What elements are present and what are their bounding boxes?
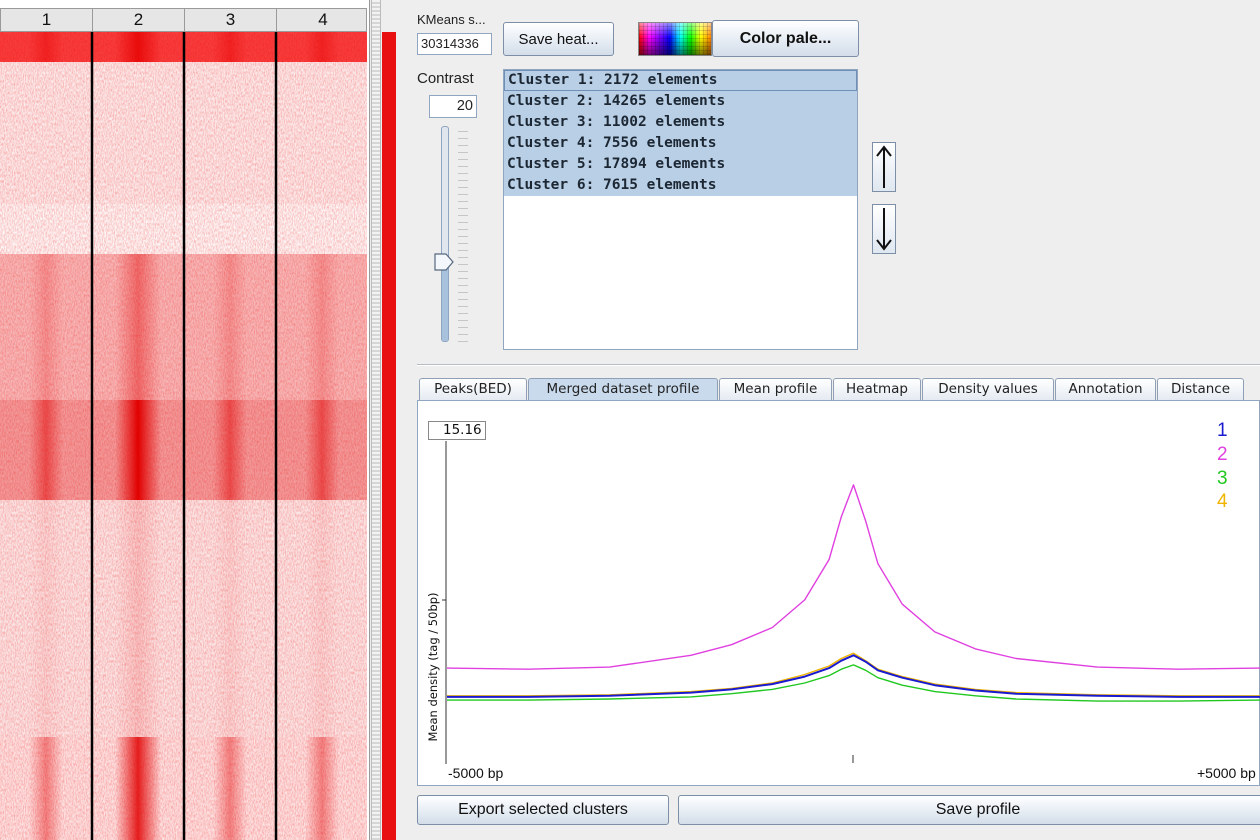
contrast-value-field[interactable]: 20	[429, 95, 477, 118]
save-heatmap-button[interactable]: Save heat...	[503, 22, 614, 56]
y-axis-max-field[interactable]: 15.16	[428, 421, 486, 440]
cluster-color-strip	[382, 32, 396, 840]
cluster-list-item[interactable]: Cluster 3: 11002 elements	[504, 112, 857, 133]
arrow-down-icon	[876, 208, 892, 251]
contrast-slider-fill	[442, 262, 448, 341]
tab-density-values[interactable]: Density values	[922, 378, 1054, 401]
tab-annotation[interactable]: Annotation	[1055, 378, 1156, 401]
move-cluster-down-button[interactable]	[872, 204, 896, 254]
profile-chart: Mean density (tag / 50bp) -5000 bp +5000…	[426, 441, 1260, 781]
kmeans-seed-label: KMeans s...	[417, 12, 486, 27]
legend-entry: 1	[1217, 420, 1228, 441]
series-line-1	[447, 654, 1260, 698]
legend-entry: 2	[1217, 444, 1228, 465]
move-cluster-up-button[interactable]	[872, 142, 896, 192]
x-axis-max-label: +5000 bp	[1197, 765, 1256, 781]
tab-distance[interactable]: Distance	[1157, 378, 1244, 401]
save-profile-button[interactable]: Save profile	[678, 795, 1260, 825]
cluster-list-item[interactable]: Cluster 6: 7615 elements	[504, 175, 857, 196]
heatmap-column-label: 4	[318, 10, 328, 29]
series-line-4	[447, 652, 1260, 697]
section-divider	[417, 364, 1260, 366]
cluster-list-item[interactable]: Cluster 1: 2172 elements	[504, 70, 857, 91]
tab-mean-profile[interactable]: Mean profile	[719, 378, 832, 401]
cluster-list-item[interactable]: Cluster 2: 14265 elements	[504, 91, 857, 112]
cluster-list-item[interactable]: Cluster 5: 17894 elements	[504, 154, 857, 175]
color-palette-swatch[interactable]	[638, 22, 712, 56]
contrast-slider-thumb[interactable]	[434, 253, 454, 271]
heatmap-column-label: 3	[185, 9, 277, 31]
kmeans-seed-field[interactable]: 30314336	[417, 33, 492, 55]
x-axis-min-label: -5000 bp	[448, 765, 503, 781]
heatmap-column-label: 2	[93, 9, 185, 31]
heatmap-column-label: 1	[1, 9, 93, 31]
tab-peaks-bed[interactable]: Peaks(BED)	[419, 378, 527, 401]
series-line-2	[446, 484, 1260, 670]
contrast-slider-track[interactable]	[441, 126, 449, 342]
contrast-slider-ticks	[458, 126, 468, 342]
legend-entry: 3	[1217, 468, 1228, 489]
cluster-list-item[interactable]: Cluster 4: 7556 elements	[504, 133, 857, 154]
legend-entry: 4	[1217, 491, 1228, 512]
heatmap-panel: 1 2 3 4	[0, 0, 370, 840]
split-pane-divider[interactable]	[371, 0, 381, 840]
heatmap-column-header: 1 2 3 4	[0, 8, 367, 32]
color-palette-button[interactable]: Color pale...	[712, 20, 859, 57]
contrast-label: Contrast	[417, 70, 474, 87]
cluster-list[interactable]: Cluster 1: 2172 elements Cluster 2: 14265…	[503, 69, 858, 350]
export-selected-clusters-button[interactable]: Export selected clusters	[417, 795, 669, 825]
heatmap-image[interactable]	[0, 32, 367, 840]
series-line-3	[447, 664, 1260, 702]
y-axis-label: Mean density (tag / 50bp)	[426, 592, 440, 741]
tab-merged-dataset-profile[interactable]: Merged dataset profile	[528, 378, 718, 401]
arrow-up-icon	[876, 145, 892, 188]
merged-profile-panel	[417, 400, 1260, 786]
tab-heatmap[interactable]: Heatmap	[833, 378, 921, 401]
